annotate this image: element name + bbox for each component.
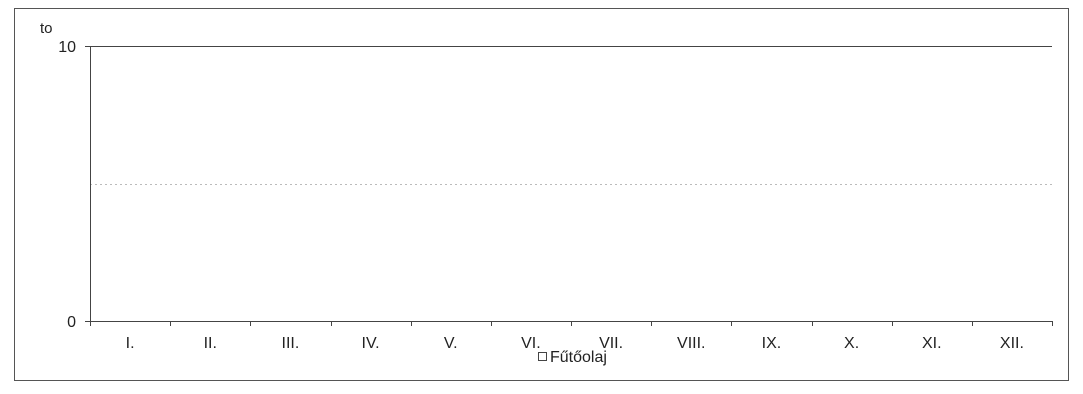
axes <box>85 46 1053 326</box>
y-tick-label-10: 10 <box>58 39 76 56</box>
x-tick-labels: I. II. III. IV. V. VI. VII. VIII. IX. X. XI. XII. <box>126 335 1024 352</box>
x-tick-label-12: XII. <box>1000 335 1024 352</box>
x-tick-label-7: VII. <box>599 335 623 352</box>
x-tick-label-9: IX. <box>762 335 782 352</box>
gridlines <box>90 46 1052 185</box>
x-tick-label-1: I. <box>126 335 135 352</box>
y-axis-label: to <box>40 20 53 37</box>
y-tick-label-0: 0 <box>67 314 76 331</box>
x-tick-label-3: III. <box>282 335 300 352</box>
x-tick-label-11: XI. <box>922 335 942 352</box>
legend-swatch-futoolaj <box>538 352 547 361</box>
x-tick-label-5: V. <box>444 335 458 352</box>
x-tick-label-2: II. <box>204 335 217 352</box>
legend-label-futoolaj: Fűtőolaj <box>550 349 607 366</box>
x-tick-label-10: X. <box>844 335 859 352</box>
x-tick-label-6: VI. <box>521 335 541 352</box>
x-tick-label-4: IV. <box>362 335 380 352</box>
x-tick-label-8: VIII. <box>677 335 705 352</box>
chart-border <box>14 8 1069 381</box>
y-tick-labels: 0 10 <box>58 39 76 331</box>
legend: Fűtőolaj <box>538 349 607 366</box>
